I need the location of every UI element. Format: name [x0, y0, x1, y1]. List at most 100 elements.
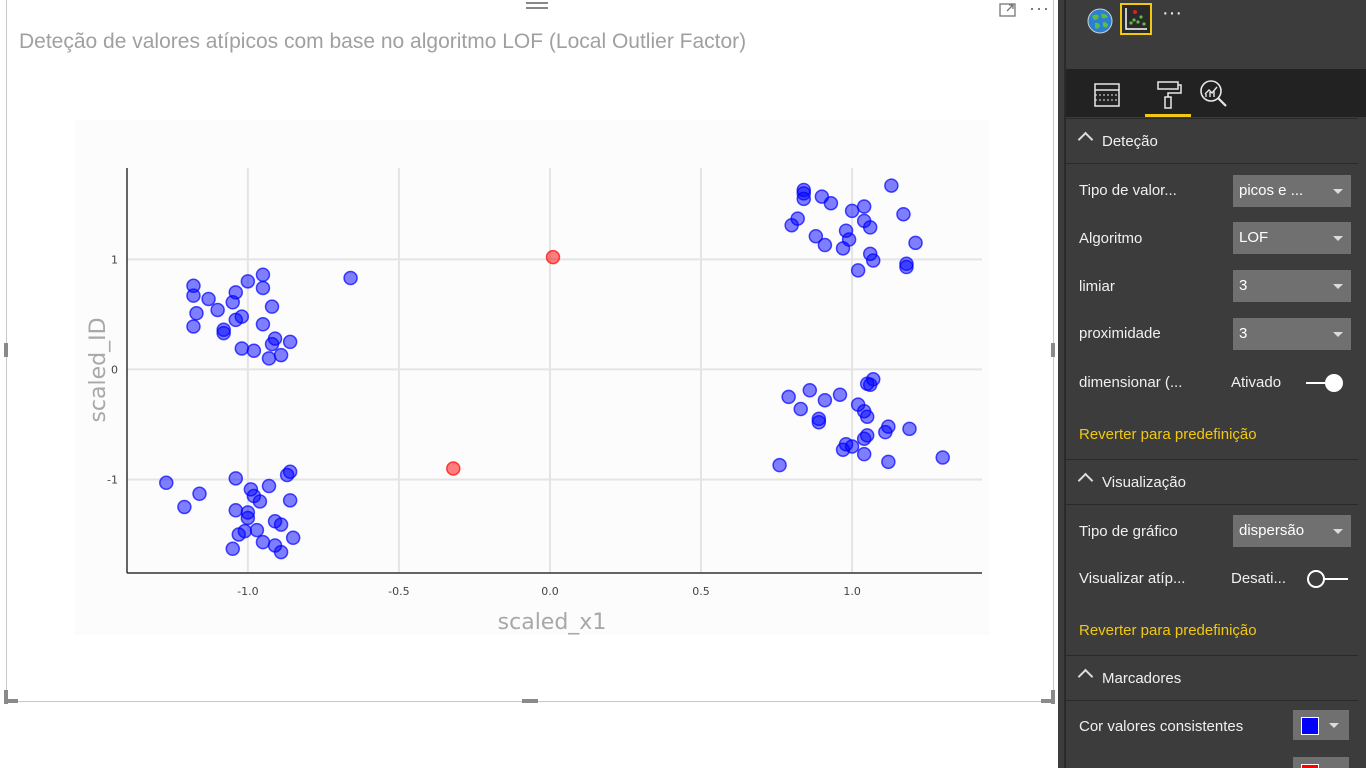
outlier-type-value: picos e ...: [1239, 182, 1304, 199]
outlier-visual[interactable]: ··· Deteção de valores atípicos com base…: [6, 0, 1054, 702]
data-point: [856, 199, 872, 214]
data-point: [545, 249, 561, 265]
outlier-color-picker[interactable]: [1293, 757, 1349, 768]
markers-header[interactable]: Marcadores: [1066, 655, 1358, 701]
data-point: [343, 270, 358, 286]
data-point: [902, 421, 917, 437]
axes: [126, 168, 982, 574]
consistent-color-picker[interactable]: [1293, 710, 1349, 740]
analytics-icon[interactable]: [1196, 77, 1230, 111]
scale-toggle[interactable]: [1304, 372, 1348, 394]
data-point: [273, 517, 289, 532]
resize-handle[interactable]: [522, 699, 538, 703]
data-point: [255, 534, 271, 550]
data-point: [881, 454, 896, 470]
x-tick-labels: -1.0 -0.5 0.0 0.5 1.0: [237, 585, 861, 598]
detection-revert-link[interactable]: Reverter para predefinição: [1079, 426, 1257, 443]
data-point: [228, 285, 244, 300]
algorithm-label: Algoritmo: [1079, 230, 1143, 247]
chevron-down-icon: [1333, 332, 1343, 337]
data-point: [246, 343, 262, 358]
data-point: [781, 389, 796, 405]
chevron-up-icon: [1077, 131, 1094, 148]
data-point: [192, 486, 207, 502]
consistent-color-label: Cor valores consistentes: [1079, 718, 1244, 735]
x-tick-label: 0.0: [541, 585, 559, 598]
format-paint-roller-icon[interactable]: [1151, 77, 1185, 111]
resize-handle[interactable]: [1051, 690, 1055, 704]
resize-handle[interactable]: [1051, 343, 1055, 357]
data-point: [823, 195, 839, 211]
resize-handle[interactable]: [1041, 699, 1055, 703]
chart-type-dropdown[interactable]: dispersão: [1233, 515, 1351, 547]
data-point: [859, 428, 875, 443]
outlier-scatter-icon[interactable]: [1120, 3, 1152, 35]
y-tick-label: 1: [111, 253, 118, 266]
data-point: [255, 267, 271, 283]
data-point: [282, 334, 298, 350]
data-point: [811, 414, 827, 430]
pane-divider: [1064, 0, 1066, 768]
chevron-down-icon: [1333, 529, 1343, 534]
data-point: [261, 478, 277, 494]
y-tick-label: 0: [111, 363, 118, 376]
proximity-dropdown[interactable]: 3: [1233, 318, 1351, 350]
y-axis-label: scaled_ID: [86, 317, 111, 422]
data-point: [908, 235, 923, 251]
more-visuals-icon[interactable]: ···: [1162, 2, 1182, 24]
visualization-section: Visualização Tipo de gráfico dispersão V…: [1066, 459, 1358, 654]
chevron-down-icon: [1333, 189, 1343, 194]
visual-title: Deteção de valores atípicos com base no …: [19, 30, 747, 53]
proximity-label: proximidade: [1079, 325, 1161, 342]
data-point: [446, 461, 461, 476]
data-point: [862, 220, 878, 235]
data-point: [255, 317, 271, 332]
threshold-label: limiar: [1079, 278, 1115, 295]
data-point: [285, 530, 301, 546]
focus-mode-icon[interactable]: [999, 2, 1017, 18]
data-point: [177, 499, 192, 515]
fields-icon[interactable]: [1090, 77, 1124, 111]
data-point: [228, 503, 244, 518]
visual-gallery: ···: [1066, 0, 1366, 68]
resize-handle[interactable]: [4, 699, 18, 703]
visualization-revert-link[interactable]: Reverter para predefinição: [1079, 622, 1257, 639]
globe-map-icon[interactable]: [1086, 7, 1114, 35]
data-point: [261, 351, 277, 366]
data-point: [817, 237, 833, 253]
more-options-icon[interactable]: ···: [1029, 0, 1050, 18]
y-tick-label: -1: [107, 473, 118, 486]
data-point: [844, 439, 860, 454]
data-point: [844, 203, 860, 219]
show-outliers-toggle[interactable]: [1304, 568, 1348, 590]
data-point: [282, 464, 298, 479]
color-swatch: [1301, 764, 1319, 768]
x-tick-label: 0.5: [692, 585, 710, 598]
threshold-value: 3: [1239, 277, 1248, 294]
data-point: [159, 475, 174, 491]
chevron-down-icon: [1329, 723, 1339, 728]
resize-handle[interactable]: [4, 690, 8, 704]
drag-grip-icon[interactable]: [526, 2, 548, 14]
data-point: [841, 232, 857, 247]
data-point: [255, 280, 271, 296]
data-point: [899, 259, 914, 275]
algorithm-dropdown[interactable]: LOF: [1233, 222, 1351, 254]
data-point: [234, 309, 250, 324]
visualization-header[interactable]: Visualização: [1066, 459, 1358, 505]
data-point: [881, 419, 896, 434]
data-point: [832, 387, 848, 402]
y-tick-labels: 1 0 -1: [107, 253, 118, 486]
data-points: [159, 178, 950, 560]
data-point: [850, 263, 866, 278]
detection-header[interactable]: Deteção: [1066, 118, 1358, 164]
report-canvas: ··· Deteção de valores atípicos com base…: [4, 0, 1055, 704]
markers-section: Marcadores Cor valores consistentes: [1066, 655, 1358, 768]
x-tick-label: -1.0: [237, 585, 258, 598]
outlier-type-dropdown[interactable]: picos e ...: [1233, 175, 1351, 207]
active-tab-indicator: [1145, 114, 1191, 117]
threshold-dropdown[interactable]: 3: [1233, 270, 1351, 302]
data-point: [273, 347, 289, 363]
resize-handle[interactable]: [4, 343, 8, 357]
show-outliers-label: Visualizar atíp...: [1079, 570, 1186, 587]
